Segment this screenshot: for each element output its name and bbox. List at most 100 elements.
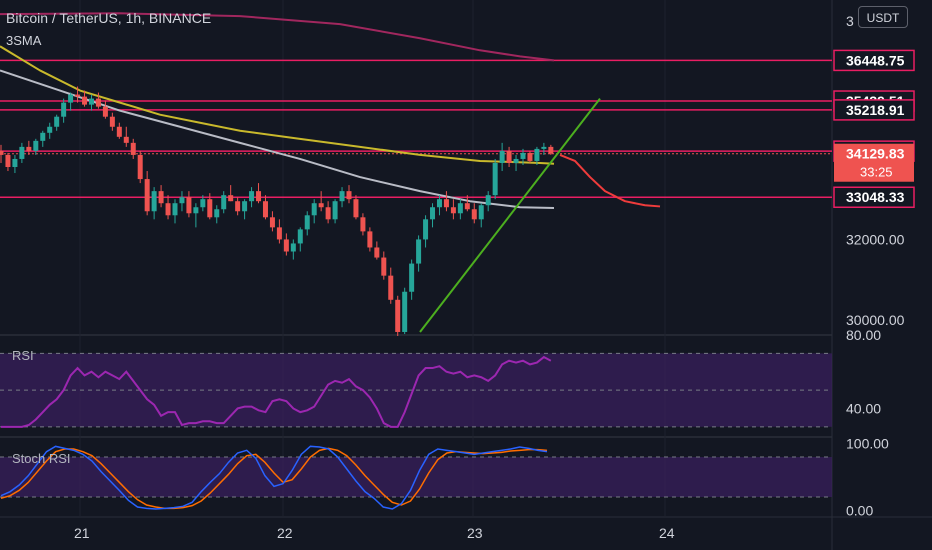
price-level-tag [833,99,915,121]
projection-curve [559,154,661,208]
candle-body [116,126,122,137]
candle-body [47,126,53,133]
candle-body [471,209,477,220]
candle-body [130,142,136,155]
candle-body [360,217,366,232]
candle-body [527,152,533,161]
candle-body [262,201,268,218]
stoch-k-line [0,445,548,510]
candle-body [381,257,387,276]
candle-body [235,201,241,212]
current-price-tag [834,143,914,182]
time-tick-label: 21 [74,525,90,541]
candle-body [485,195,491,206]
candle-body [395,299,401,332]
chart-title: Bitcoin / TetherUS, 1h, BINANCE [6,10,212,26]
price-tick-label: 3 [846,13,854,29]
sma-fast-line [0,45,555,165]
candle-body [151,191,157,212]
candle-body [75,94,81,97]
candle-body [332,201,338,220]
candle-body [228,195,234,202]
sma-long-line [0,12,555,62]
candle-body [19,146,25,159]
candle-body [158,191,164,204]
rsi-tick-label: 80.00 [846,327,881,343]
candle-body [464,203,470,210]
candle-body [534,148,540,161]
candle-body [249,191,255,202]
candle-body [5,154,11,167]
candle-body [297,229,303,244]
candle-body [207,199,213,218]
price-tick-label: 32000.00 [846,231,905,247]
candle-body [193,207,199,214]
candle-body [88,98,94,105]
trend-line [419,97,601,333]
rsi-tick-label: 40.00 [846,400,881,416]
candle-body [492,162,498,196]
candle-body [221,195,227,210]
candle-body [82,96,88,105]
candle-countdown-label: 33:25 [860,165,893,180]
candle-body [457,203,463,214]
candle-body [256,191,262,202]
candle-body [339,191,345,202]
time-tick-label: 23 [467,525,483,541]
candle-body [409,263,415,292]
candle-body [40,132,46,141]
candle-body [506,150,512,163]
candle-body [68,94,74,103]
time-tick-label: 24 [659,525,675,541]
candle-body [12,158,18,167]
rsi-line [1,355,552,428]
stoch-rsi-pane-label: Stoch RSI [12,451,71,466]
candle-body [214,209,220,218]
candle-body [290,243,296,252]
candle-body [33,140,39,151]
price-level-tag-label: 35218.91 [846,102,905,118]
indicator-label-3sma: 3SMA [6,33,42,48]
candle-body [95,98,101,107]
price-level-tag-label: 33048.33 [846,189,905,205]
price-level-tag-label: 36448.75 [846,52,905,68]
currency-selector-button[interactable]: USDT [858,6,908,28]
candle-body [304,215,310,230]
candle-body [374,247,380,258]
candle-body [388,275,394,300]
price-level-tag [833,186,915,208]
candle-body [172,203,178,216]
current-price-label: 34129.83 [846,146,905,162]
candle-body [541,146,547,149]
stoch-tick-label: 0.00 [846,502,873,518]
candle-body [200,199,206,208]
candle-body [137,154,143,180]
candle-body [26,146,32,151]
candle-body [179,197,185,204]
candle-body [186,197,192,214]
candle-body [54,116,60,127]
candle-body [430,207,436,220]
candle-body [311,203,317,216]
candle-body [450,207,456,214]
candle-body [109,116,115,127]
candle-body [123,136,129,143]
price-level-tag [833,49,915,72]
candle-body [325,207,331,220]
rsi-pane-label: RSI [12,348,34,363]
stoch-tick-label: 100.00 [846,436,889,452]
candle-body [318,203,324,208]
candle-body [367,231,373,248]
candle-body [402,291,408,332]
candle-body [520,152,526,159]
candle-body [548,146,554,154]
candle-body [423,219,429,240]
candle-body [353,199,359,218]
candle-body [513,158,519,163]
candle-body [269,217,275,228]
candle-body [283,239,289,252]
candle-body [416,239,422,264]
candle-body [242,201,248,212]
candle-body [478,205,484,220]
